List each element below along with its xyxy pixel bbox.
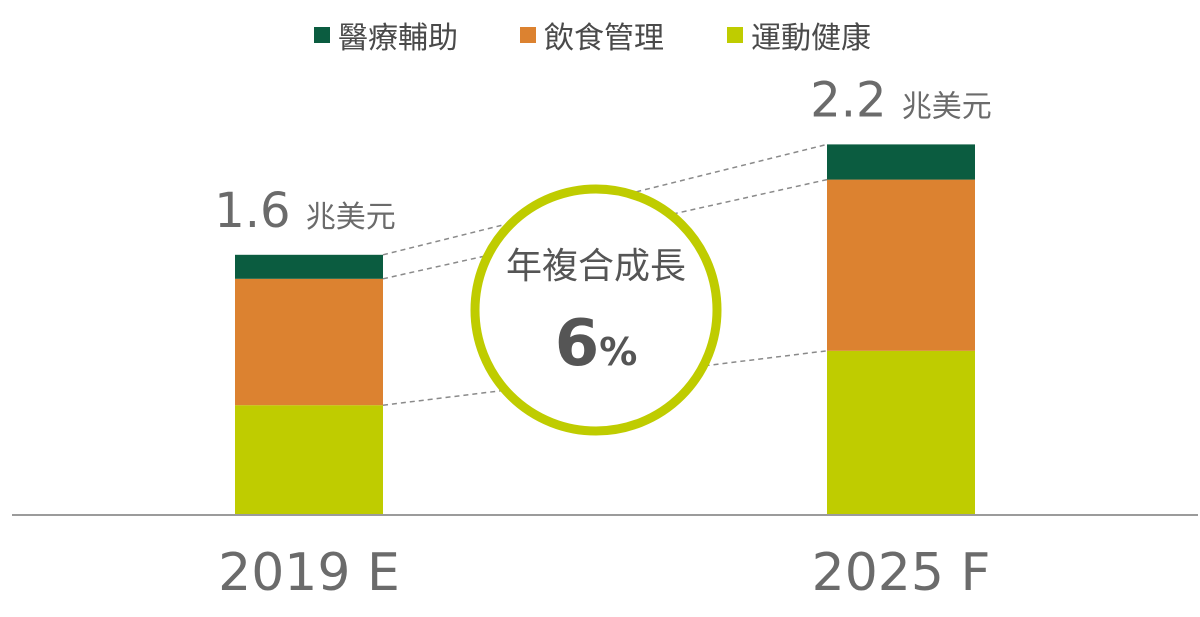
cagr-percent: % [599,330,637,374]
total-unit: 兆美元 [306,200,396,235]
cagr-badge: 年複合成長 6% [470,184,722,436]
legend-label: 運動健康 [751,21,871,56]
legend-swatch [520,27,536,43]
bar-segment-2-1 [235,278,383,406]
legend-item: 醫療輔助 [314,21,458,56]
bar-segment-3-1 [235,254,383,279]
total-value: 2.2 [810,72,902,128]
legend-item: 飲食管理 [520,21,664,56]
category-labels: 2019 E 2025 F [218,543,990,603]
bar-segment-3-2 [827,144,975,180]
bars [235,144,975,514]
legend-item: 運動健康 [727,21,871,56]
legend-label: 醫療輔助 [338,21,458,56]
legend: 醫療輔助 飲食管理 運動健康 [314,21,871,56]
bar-segment-1-2 [827,350,975,514]
cagr-number: 6 [555,307,600,381]
cagr-label: 年複合成長 [506,246,686,287]
category-label: 2025 F [812,543,991,603]
total-label: 2.2 兆美元 [810,72,992,128]
cagr-ring [470,184,722,436]
total-label: 1.6 兆美元 [214,183,396,239]
total-value: 1.6 [214,183,306,239]
cagr-value: 6% [555,307,638,381]
total-unit: 兆美元 [902,89,992,124]
bar-segment-1-1 [235,405,383,514]
connector-line [382,350,828,406]
category-label: 2019 E [218,543,400,603]
bar-segment-2-2 [827,179,975,351]
legend-label: 飲食管理 [544,21,664,56]
legend-swatch [727,27,743,43]
legend-swatch [314,27,330,43]
